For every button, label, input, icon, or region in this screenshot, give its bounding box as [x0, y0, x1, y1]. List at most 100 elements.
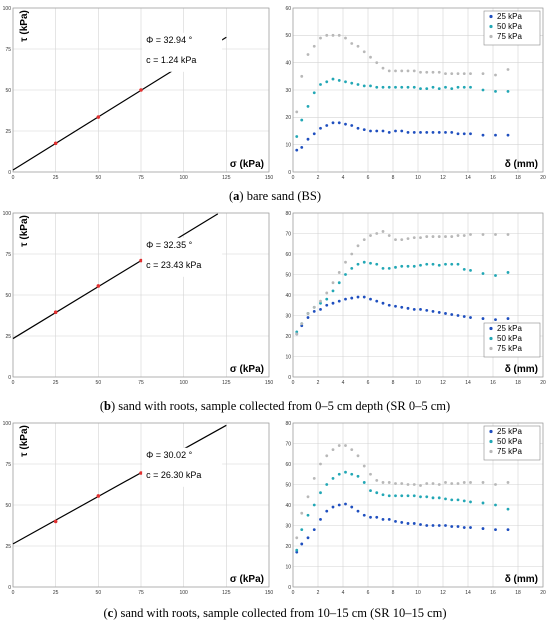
- x-tick-label-6: 12: [440, 175, 446, 181]
- series-2-point-27: [462, 72, 466, 75]
- series-1-point-21: [425, 495, 429, 499]
- series-0-point-12: [369, 129, 372, 133]
- y-tick-label-1: 25: [5, 334, 11, 340]
- series-0-point-24: [444, 524, 447, 527]
- series-2-point-16: [394, 482, 397, 485]
- y-tick-label-7: 70: [285, 231, 291, 237]
- series-0-point-0: [295, 550, 299, 554]
- series-2-point-15: [387, 69, 391, 73]
- series-1-point-3: [312, 503, 316, 507]
- series-2-point-1: [300, 74, 304, 78]
- series-1-point-20: [419, 87, 422, 91]
- series-0-point-18: [406, 306, 410, 310]
- series-2-point-29: [481, 233, 485, 236]
- series-1-point-15: [387, 85, 391, 89]
- x-tick-label-8: 16: [490, 380, 496, 386]
- y-tick-label-1: 25: [5, 129, 11, 135]
- series-1-point-27: [462, 499, 466, 503]
- legend-label-0: 25 kPa: [497, 427, 522, 436]
- series-2-point-26: [456, 72, 460, 75]
- x-tick-label-0: 0: [292, 175, 295, 181]
- y-tick-label-2: 20: [285, 334, 291, 340]
- series-0-point-17: [400, 521, 404, 524]
- series-2-point-1: [300, 322, 304, 326]
- series-2-point-31: [506, 233, 510, 236]
- series-1-point-28: [469, 85, 472, 89]
- plot-area: [292, 422, 544, 588]
- series-2-point-13: [375, 61, 379, 65]
- series-2-point-25: [450, 72, 454, 75]
- x-tick-label-9: 18: [515, 175, 521, 181]
- series-2-point-28: [469, 481, 472, 484]
- y-tick-label-4: 40: [285, 293, 291, 299]
- legend-label-1: 50 kPa: [497, 334, 522, 343]
- series-2-point-26: [456, 234, 460, 237]
- y-tick-label-8: 80: [285, 421, 291, 427]
- y-tick-label-2: 20: [285, 544, 291, 550]
- series-0-point-4: [319, 517, 322, 521]
- y-tick-label-1: 10: [285, 142, 291, 148]
- x-tick-label-2: 50: [96, 175, 102, 181]
- series-2-point-9: [350, 252, 354, 256]
- series-2-point-29: [481, 72, 485, 75]
- series-2-point-4: [319, 462, 322, 466]
- series-0-point-28: [469, 132, 472, 136]
- series-1-point-9: [350, 472, 354, 476]
- series-1-point-26: [456, 498, 460, 502]
- legend-marker-2: [489, 34, 493, 39]
- series-2-point-6: [331, 281, 335, 285]
- y-tick-label-8: 80: [285, 211, 291, 217]
- x-tick-label-5: 10: [415, 590, 421, 596]
- y-tick-label-4: 40: [285, 60, 291, 66]
- series-1-point-1: [300, 118, 304, 122]
- series-2-point-0: [295, 332, 299, 336]
- series-1-point-5: [325, 80, 329, 84]
- series-0-point-7: [337, 503, 341, 507]
- series-1-point-17: [400, 85, 404, 89]
- series-1-point-16: [394, 85, 397, 89]
- series-0-point-16: [394, 304, 397, 308]
- chart-c-right: 0 2 4 6 8 10 12 14 16 18 20 0 10 20 30 40 50 60 70 80 δ (mm)…: [285, 421, 546, 596]
- series-2-point-13: [375, 232, 379, 235]
- y-axis-label: τ (kPa): [19, 10, 30, 42]
- legend-marker-0: [489, 14, 493, 19]
- series-2-point-0: [295, 110, 299, 114]
- x-tick-label-5: 10: [415, 175, 421, 181]
- y-tick-label-0: 0: [288, 170, 291, 176]
- series-1-point-21: [425, 262, 429, 266]
- chart-a-right: 0 2 4 6 8 10 12 14 16 18 20 0 10 20 30 40 50 60 δ (mm) 25 k…: [285, 6, 546, 181]
- series-1-point-13: [375, 262, 379, 266]
- y-tick-label-5: 50: [285, 482, 291, 488]
- series-0-point-24: [444, 312, 447, 315]
- series-1-point-15: [387, 494, 391, 498]
- x-tick-label-1: 25: [53, 590, 59, 596]
- series-2-point-10: [356, 44, 360, 48]
- series-0-point-10: [356, 509, 360, 513]
- series-1-point-23: [437, 87, 441, 91]
- x-tick-label-8: 16: [490, 175, 496, 181]
- data-point-2: [139, 471, 143, 475]
- series-1-point-8: [344, 470, 347, 474]
- series-1-point-13: [375, 491, 379, 495]
- x-tick-label-1: 25: [53, 175, 59, 181]
- x-tick-label-4: 100: [179, 590, 188, 596]
- data-point-2: [139, 88, 143, 92]
- series-1-point-29: [481, 501, 485, 505]
- series-1-point-21: [425, 87, 429, 91]
- series-1-point-22: [431, 496, 435, 500]
- series-1-point-25: [450, 87, 454, 91]
- series-0-point-15: [387, 130, 391, 134]
- x-tick-label-6: 150: [265, 175, 273, 181]
- y-axis-label: τ (kPa): [19, 425, 30, 457]
- series-2-point-27: [462, 481, 466, 484]
- series-2-point-10: [356, 454, 360, 458]
- series-2-point-6: [331, 448, 335, 452]
- y-tick-label-0: 0: [288, 585, 291, 591]
- series-2-point-16: [394, 69, 397, 73]
- series-0-point-16: [394, 520, 397, 523]
- x-axis-label: δ (mm): [505, 574, 538, 585]
- series-0-point-21: [425, 524, 429, 527]
- series-0-point-28: [469, 526, 472, 529]
- series-2-point-21: [425, 235, 429, 238]
- series-1-point-31: [506, 89, 510, 93]
